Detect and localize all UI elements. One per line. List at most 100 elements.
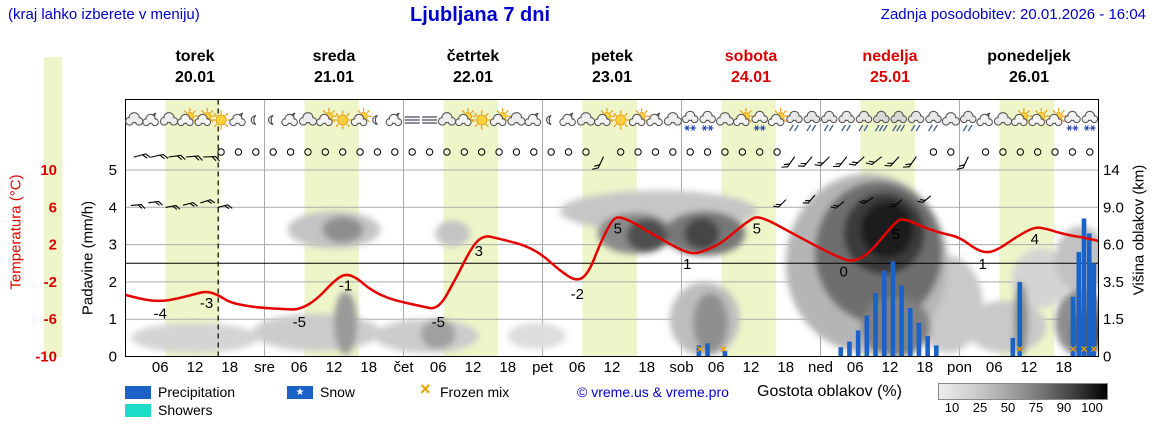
wind-row <box>133 148 1094 170</box>
weather-icon-raincl <box>925 110 942 132</box>
weather-icon-raincl <box>959 110 977 132</box>
svg-text:12: 12 <box>465 359 482 376</box>
precipitation-legend-label: Precipitation <box>158 384 236 400</box>
weather-icon-suncl <box>1011 107 1033 127</box>
svg-text:sob: sob <box>669 359 693 376</box>
svg-text:×: × <box>1081 342 1088 356</box>
density-tick: 50 <box>1000 400 1016 415</box>
svg-text:12: 12 <box>604 359 621 376</box>
svg-text:-10: -10 <box>35 349 57 366</box>
temperature-axis-ticks: 10 6 2 -2 -6 -10 <box>35 162 57 366</box>
svg-text:4: 4 <box>109 199 117 216</box>
density-tick: 75 <box>1028 400 1044 415</box>
svg-text:18: 18 <box>777 359 794 376</box>
svg-text:18: 18 <box>1055 359 1072 376</box>
weather-icon-cl <box>576 112 596 126</box>
weather-icon-cl <box>715 112 735 126</box>
day-header-torek: torek 20.01 <box>126 46 265 88</box>
weather-icon-snowcl <box>751 110 769 131</box>
weather-icon-fog <box>404 116 420 124</box>
weather-icon-snowcl <box>1081 110 1099 131</box>
weather-icon-mooncl <box>524 112 542 127</box>
upper-wind-barbs <box>130 194 932 210</box>
weather-icon-cl <box>993 112 1013 126</box>
density-tick: 100 <box>1081 400 1103 415</box>
day-name: sobota <box>724 48 778 65</box>
plot-frame <box>125 99 1099 357</box>
precipitation-bars <box>696 218 1097 357</box>
day-date: 25.01 <box>869 69 911 86</box>
menu-hint: (kraj lahko izberete v meniju) <box>8 6 200 23</box>
weather-icon-suncl <box>1028 107 1050 127</box>
svg-text:-3: -3 <box>200 295 213 312</box>
svg-text:sre: sre <box>254 359 275 376</box>
svg-text:2: 2 <box>109 274 117 291</box>
svg-text:×: × <box>1070 342 1077 356</box>
svg-text:06: 06 <box>569 359 586 376</box>
svg-text:5: 5 <box>614 221 622 238</box>
weather-icon-cl <box>663 112 682 126</box>
day-name: sreda <box>312 48 356 65</box>
svg-text:5: 5 <box>109 162 117 179</box>
svg-text:12: 12 <box>326 359 343 376</box>
svg-text:6: 6 <box>49 199 57 216</box>
svg-text:-1: -1 <box>339 278 352 295</box>
showers-swatch <box>125 404 151 417</box>
svg-text:06: 06 <box>986 359 1003 376</box>
svg-text:5: 5 <box>753 221 761 238</box>
svg-text:12: 12 <box>187 359 204 376</box>
day-date: 22.01 <box>452 69 494 86</box>
svg-text:12: 12 <box>743 359 760 376</box>
snow-star-icon: ★ <box>295 387 305 398</box>
svg-text:12: 12 <box>1021 359 1038 376</box>
weather-icon-suncl <box>194 107 216 127</box>
weather-icon-mooncl <box>281 112 298 127</box>
svg-text:18: 18 <box>638 359 655 376</box>
weather-icon-suncl <box>1045 107 1067 127</box>
weather-icon-moon <box>545 114 552 126</box>
frozen-mix-markers: × × × × × × <box>697 342 1098 356</box>
day-header-sreda: sreda 21.01 <box>265 46 404 88</box>
weather-icon-mooncl <box>142 112 159 127</box>
last-update: Zadnja posodobitev: 20.01.2026 - 16:04 <box>880 6 1146 23</box>
svg-text:3: 3 <box>475 243 483 260</box>
precipitation-axis-ticks: 5 4 3 2 1 0 <box>109 162 117 366</box>
weather-icon-hraincl <box>890 110 908 132</box>
svg-text:2: 2 <box>49 237 57 254</box>
day-name: nedelja <box>862 48 918 65</box>
svg-text:06: 06 <box>152 359 169 376</box>
svg-text:14: 14 <box>1103 162 1120 179</box>
cloud-density-label: Gostota oblakov (%) <box>757 383 902 400</box>
weather-icon-cl <box>298 112 318 126</box>
weather-icon-suncl <box>316 107 338 127</box>
svg-text:ned: ned <box>808 359 833 376</box>
svg-text:-4: -4 <box>154 305 167 322</box>
svg-text:1: 1 <box>978 256 986 273</box>
weather-icon-mooncl <box>646 112 663 127</box>
svg-text:10: 10 <box>40 162 57 179</box>
day-date: 24.01 <box>730 69 772 86</box>
svg-text:06: 06 <box>291 359 308 376</box>
svg-text:18: 18 <box>360 359 377 376</box>
snow-legend-label: Snow <box>320 384 356 400</box>
svg-text:5: 5 <box>892 226 900 243</box>
credit-link[interactable]: © vreme.us & vreme.pro <box>577 384 729 400</box>
svg-text:×: × <box>1016 342 1023 356</box>
precipitation-axis-title: Padavine (mm/h) <box>79 200 97 316</box>
frozen-mix-icon: × <box>420 379 431 399</box>
density-tick: 10 <box>944 400 960 415</box>
weather-icon-raincl <box>838 110 855 132</box>
svg-text:18: 18 <box>916 359 933 376</box>
weather-icon-mooncl <box>976 112 993 127</box>
svg-text:0: 0 <box>1103 349 1111 366</box>
temperature-value-labels: -4 -3 -5 -1 -5 3 -2 5 1 5 0 5 1 4 <box>154 221 1039 331</box>
svg-text:6.0: 6.0 <box>1103 237 1124 254</box>
svg-text:3: 3 <box>109 237 117 254</box>
page-title: Ljubljana 7 dni <box>409 4 550 26</box>
weather-icon-snowcl <box>1064 110 1081 131</box>
weather-icon-sun <box>211 110 231 130</box>
svg-text:18: 18 <box>221 359 238 376</box>
weather-icon-snowcl <box>681 110 699 131</box>
